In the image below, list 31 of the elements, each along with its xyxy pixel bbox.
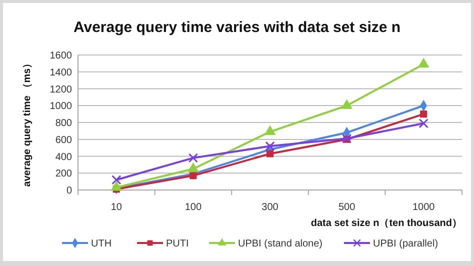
point bbox=[341, 99, 352, 109]
point bbox=[418, 118, 428, 128]
y-tick-label: 0 bbox=[66, 186, 72, 196]
y-tick-label: 1000 bbox=[50, 101, 72, 112]
legend-label: UPBI (stand alone) bbox=[238, 238, 322, 250]
legend-label: PUTI bbox=[166, 238, 189, 250]
point bbox=[112, 175, 122, 185]
y-tick-label: 400 bbox=[55, 152, 72, 163]
x-tick-label: 1000 bbox=[412, 202, 436, 213]
y-tick-label: 1600 bbox=[50, 50, 72, 62]
point bbox=[190, 172, 197, 180]
x-tick-label: 100 bbox=[184, 202, 202, 213]
legend-label: UTH bbox=[91, 238, 112, 250]
x-tick-label: 500 bbox=[338, 202, 356, 213]
x-tick-label: 10 bbox=[110, 202, 122, 213]
chart-title: Average query time varies with data set size n bbox=[73, 19, 401, 36]
point bbox=[418, 58, 430, 68]
point bbox=[420, 110, 428, 118]
y-tick-label: 600 bbox=[55, 134, 72, 146]
y-axis-title: average query time （ms） bbox=[22, 58, 33, 187]
y-tick-label: 800 bbox=[55, 118, 72, 129]
y-tick-label: 200 bbox=[55, 168, 72, 180]
x-axis-title: data set size n（ten thousand） bbox=[310, 218, 462, 229]
y-tick-label: 1200 bbox=[50, 84, 72, 96]
x-tick-label: 300 bbox=[262, 202, 279, 213]
point bbox=[188, 153, 198, 163]
point bbox=[264, 125, 276, 136]
point bbox=[265, 141, 275, 151]
point bbox=[266, 150, 274, 158]
y-tick-label: 1400 bbox=[50, 67, 72, 78]
legend-label: UPBI (parallel) bbox=[373, 238, 438, 250]
